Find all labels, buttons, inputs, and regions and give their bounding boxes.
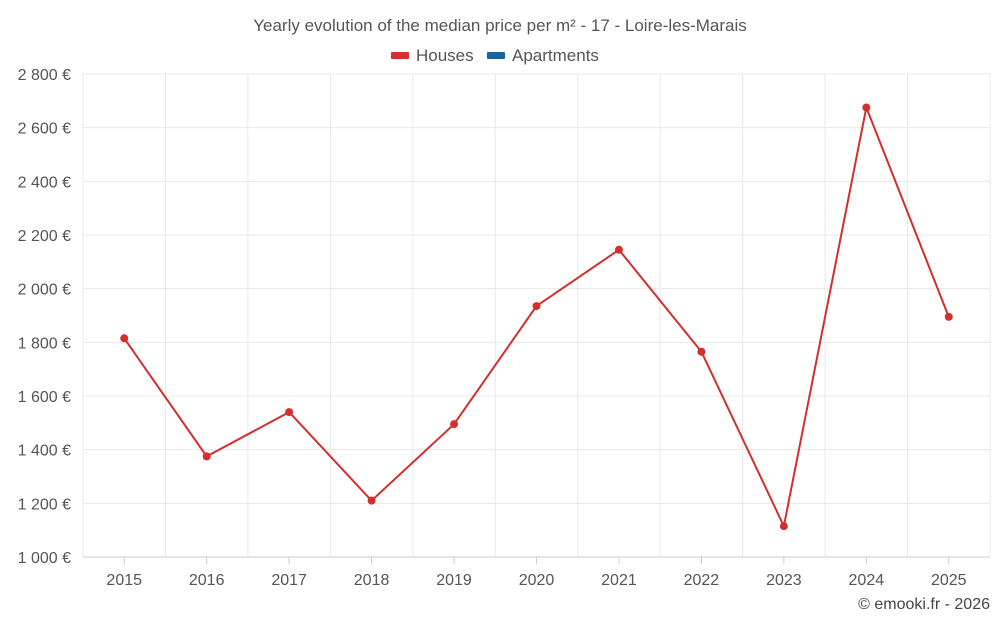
data-point-houses-2022[interactable] bbox=[697, 347, 706, 356]
chart-title: Yearly evolution of the median price per… bbox=[253, 16, 747, 35]
credit-text: © emooki.fr - 2026 bbox=[858, 596, 990, 613]
data-point-houses-2025[interactable] bbox=[944, 312, 953, 321]
y-tick-label: 1 600 € bbox=[18, 389, 71, 406]
x-tick-label: 2022 bbox=[684, 572, 720, 589]
x-tick-label: 2021 bbox=[601, 572, 637, 589]
x-tick-label: 2024 bbox=[849, 572, 885, 589]
x-tick-label: 2018 bbox=[354, 572, 390, 589]
x-tick-label: 2025 bbox=[931, 572, 967, 589]
data-point-houses-2021[interactable] bbox=[614, 245, 623, 254]
x-tick-label: 2019 bbox=[436, 572, 472, 589]
y-tick-label: 2 600 € bbox=[18, 121, 71, 138]
y-tick-label: 1 200 € bbox=[18, 496, 71, 513]
grid bbox=[82, 73, 991, 558]
x-tick-label: 2023 bbox=[766, 572, 802, 589]
legend-item-apartments[interactable]: Apartments bbox=[487, 46, 599, 65]
y-tick-label: 2 200 € bbox=[18, 228, 71, 245]
series-houses bbox=[120, 103, 953, 531]
y-tick-label: 1 800 € bbox=[18, 335, 71, 352]
data-point-houses-2017[interactable] bbox=[285, 408, 294, 417]
data-point-houses-2019[interactable] bbox=[450, 420, 459, 429]
data-point-houses-2018[interactable] bbox=[367, 496, 376, 505]
x-tick-label: 2020 bbox=[519, 572, 555, 589]
data-point-houses-2016[interactable] bbox=[202, 452, 211, 461]
y-tick-label: 2 400 € bbox=[18, 174, 71, 191]
legend: Houses Apartments bbox=[391, 46, 599, 65]
legend-label-houses: Houses bbox=[416, 46, 474, 65]
y-tick-label: 2 000 € bbox=[18, 282, 71, 299]
data-point-houses-2023[interactable] bbox=[779, 522, 788, 531]
legend-swatch-apartments bbox=[487, 52, 505, 59]
y-tick-label: 1 000 € bbox=[18, 550, 71, 567]
x-tick-label: 2016 bbox=[189, 572, 225, 589]
x-tick-label: 2017 bbox=[271, 572, 307, 589]
y-tick-label: 2 800 € bbox=[18, 67, 71, 84]
data-point-houses-2015[interactable] bbox=[120, 334, 129, 343]
x-tick-label: 2015 bbox=[106, 572, 142, 589]
legend-swatch-houses bbox=[391, 52, 409, 59]
data-point-houses-2020[interactable] bbox=[532, 302, 541, 311]
data-point-houses-2024[interactable] bbox=[862, 103, 871, 112]
x-axis-ticks: 2015 2016 2017 2018 2019 2020 2021 2022 2023 2024… bbox=[106, 557, 967, 589]
y-axis-ticks: 1 000 € 1 200 € 1 400 € 1 600 € 1 800 € 2 000… bbox=[18, 67, 71, 567]
legend-label-apartments: Apartments bbox=[512, 46, 599, 65]
y-tick-label: 1 400 € bbox=[18, 443, 71, 460]
legend-item-houses[interactable]: Houses bbox=[391, 46, 474, 65]
